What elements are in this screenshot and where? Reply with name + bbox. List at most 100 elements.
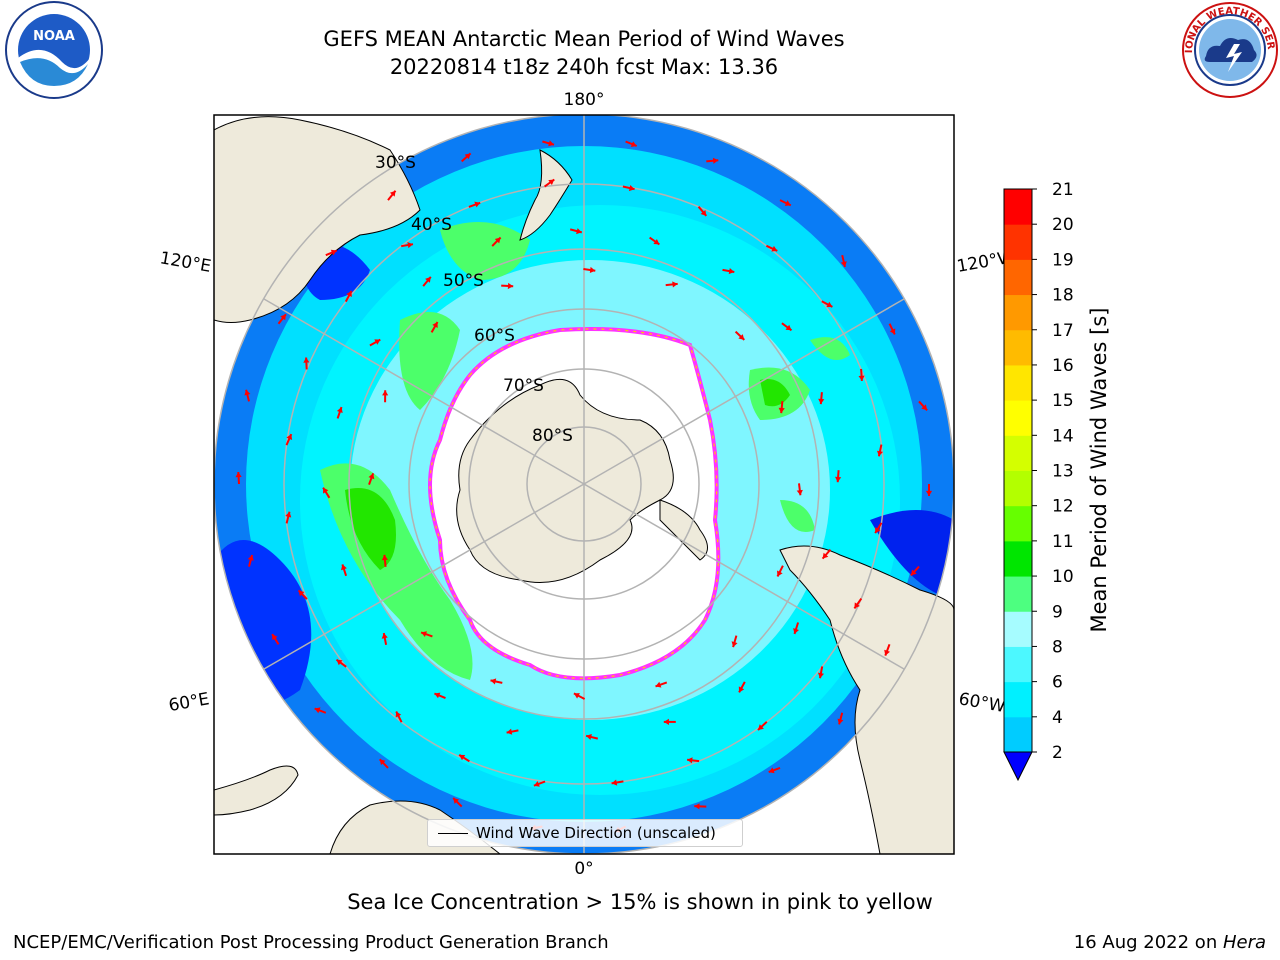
wave-direction-arrowhead bbox=[778, 407, 785, 414]
wave-direction-arrowhead bbox=[341, 564, 347, 571]
wave-direction-arrowhead bbox=[506, 728, 513, 735]
lon-label-180: 180° bbox=[564, 90, 605, 110]
wave-direction-arrowhead bbox=[738, 334, 745, 340]
wave-direction-arrowhead bbox=[272, 634, 278, 641]
colorbar-segment bbox=[1004, 611, 1032, 647]
wind-wave-direction-arrows bbox=[235, 140, 933, 833]
wave-direction-arrowhead bbox=[796, 489, 803, 496]
colorbar-tick-label: 12 bbox=[1052, 497, 1074, 517]
lon-label-0: 0° bbox=[574, 859, 593, 879]
colorbar-segment bbox=[1004, 435, 1032, 471]
wave-direction-arrowhead bbox=[280, 314, 286, 321]
wave-direction-arrowhead bbox=[837, 718, 844, 725]
madagascar-landmass bbox=[214, 765, 299, 816]
machine-name: Hera bbox=[1222, 932, 1266, 953]
wave-direction-arrowhead bbox=[784, 200, 791, 206]
wave-direction-arrowhead bbox=[777, 570, 783, 577]
australia-landmass bbox=[214, 116, 421, 323]
wave-direction-arrowhead bbox=[453, 798, 459, 804]
wave-direction-arrowhead bbox=[395, 711, 402, 718]
wave-direction-arrowhead bbox=[672, 281, 678, 288]
new-zealand-landmass bbox=[519, 149, 573, 241]
wave-direction-arrowhead bbox=[464, 153, 471, 160]
colorbar-tick-label: 15 bbox=[1052, 391, 1074, 411]
wave-direction-arrowhead bbox=[494, 237, 501, 244]
colorbar-segment bbox=[1004, 716, 1032, 753]
wave-direction-arrowhead bbox=[611, 779, 618, 786]
wave-direction-arrowhead bbox=[630, 141, 637, 147]
colorbar-segment bbox=[1004, 329, 1032, 366]
wave-direction-arrowhead bbox=[758, 724, 764, 730]
wave-direction-arrowhead bbox=[247, 555, 254, 561]
wave-direction-arrowhead bbox=[785, 324, 792, 331]
wave-direction-arrowhead bbox=[533, 781, 540, 787]
colorbar-tick-label: 16 bbox=[1052, 356, 1074, 376]
wave-direction-arrowhead bbox=[700, 210, 707, 216]
wave-direction-arrowhead bbox=[368, 473, 375, 480]
map-legend: Wind Wave Direction (unscaled) bbox=[427, 819, 743, 847]
lat-label-60s: 60°S bbox=[474, 326, 515, 346]
colorbar-tick-label: 13 bbox=[1052, 462, 1074, 482]
wave-direction-arrowhead bbox=[817, 672, 824, 679]
graticule bbox=[214, 115, 954, 854]
legend-line-sample bbox=[438, 832, 468, 834]
wave-direction-arrowhead bbox=[434, 692, 441, 699]
wave-direction-arrowhead bbox=[507, 282, 514, 290]
colorbar-segment bbox=[1004, 646, 1032, 683]
colorbar-extend-triangle bbox=[1003, 751, 1033, 782]
wave-direction-arrowhead bbox=[822, 552, 829, 559]
wave-direction-arrowhead bbox=[875, 527, 881, 534]
wave-direction-arrowhead bbox=[826, 301, 833, 308]
map-area: 30°S 40°S 50°S 60°S 70°S 80°S bbox=[214, 115, 954, 854]
colorbar-segment bbox=[1004, 505, 1032, 542]
wave-direction-arrowhead bbox=[474, 201, 481, 208]
colorbar-tick-label: 8 bbox=[1052, 637, 1063, 657]
wave-direction-arrowhead bbox=[835, 476, 842, 483]
wave-direction-arrowhead bbox=[768, 767, 775, 774]
wave-direction-arrowhead bbox=[889, 328, 896, 335]
lat-label-30s: 30°S bbox=[375, 153, 416, 173]
wave-direction-arrowhead bbox=[884, 649, 890, 656]
wave-direction-arrowhead bbox=[286, 434, 293, 440]
wave-direction-arrowhead bbox=[712, 157, 719, 164]
wave-direction-arrowhead bbox=[389, 190, 396, 197]
colorbar-segment bbox=[1004, 681, 1032, 718]
wave-direction-arrowhead bbox=[244, 389, 251, 396]
wave-direction-arrowhead bbox=[687, 757, 693, 764]
wave-direction-arrowhead bbox=[854, 602, 860, 609]
wave-direction-arrowhead bbox=[589, 266, 596, 273]
credit-text: NCEP/EMC/Verification Post Processing Pr… bbox=[13, 932, 609, 953]
colorbar-segment bbox=[1004, 470, 1032, 507]
wave-direction-arrowhead bbox=[381, 554, 388, 561]
wave-direction-arrowhead bbox=[576, 228, 582, 235]
wave-direction-arrowhead bbox=[379, 759, 386, 766]
wave-direction-arrowhead bbox=[694, 803, 700, 810]
date-stamp: 16 Aug 2022 on Hera bbox=[1074, 932, 1266, 953]
colorbar-segment bbox=[1004, 259, 1032, 296]
wave-direction-arrowhead bbox=[728, 268, 735, 275]
colorbar-tick-label: 9 bbox=[1052, 602, 1063, 622]
wave-direction-arrowhead bbox=[298, 590, 305, 597]
wave-direction-arrowhead bbox=[663, 718, 669, 725]
noaa-logo: NOAA bbox=[5, 1, 103, 99]
date-text: 16 Aug 2022 on bbox=[1073, 932, 1223, 953]
wave-direction-arrowhead bbox=[586, 734, 592, 740]
wave-direction-arrowhead bbox=[731, 641, 738, 648]
wave-direction-arrowhead bbox=[421, 631, 427, 637]
antarctica-landmass bbox=[456, 378, 674, 583]
wave-direction-arrowhead bbox=[771, 245, 778, 252]
lat-label-70s: 70°S bbox=[503, 376, 544, 396]
wave-direction-arrowhead bbox=[336, 407, 343, 413]
south-america-landmass bbox=[779, 545, 954, 854]
wave-direction-arrowhead bbox=[548, 140, 554, 147]
nws-logo: NATIONAL WEATHER SERVICE bbox=[1178, 0, 1278, 98]
wave-direction-arrowhead bbox=[655, 681, 662, 688]
colorbar-tick-label: 19 bbox=[1052, 250, 1074, 270]
colorbar-tick-label: 6 bbox=[1052, 673, 1063, 693]
colorbar-segment bbox=[1004, 189, 1032, 225]
colorbar-label: Mean Period of Wind Waves [s] bbox=[1087, 308, 1111, 633]
wave-direction-arrowhead bbox=[490, 678, 497, 685]
colorbar-tick-label: 21 bbox=[1052, 180, 1074, 200]
wave-direction-arrowhead bbox=[407, 242, 413, 249]
colorbar-tick-label: 17 bbox=[1052, 321, 1074, 341]
